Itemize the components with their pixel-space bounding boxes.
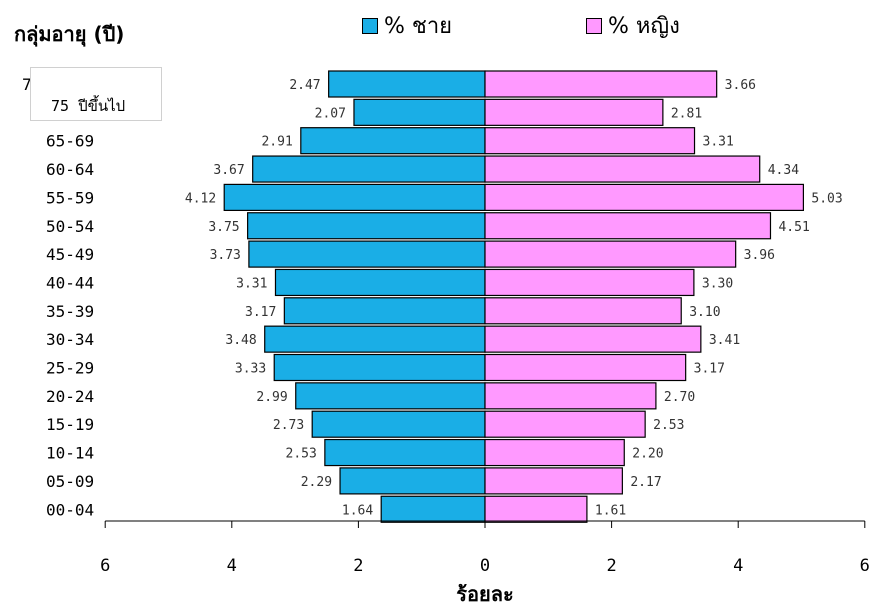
legend-male-swatch bbox=[362, 17, 378, 34]
bar-male-6 bbox=[248, 240, 486, 268]
x-tick-label-2: 2 bbox=[353, 556, 363, 576]
x-tick-label-0: 6 bbox=[100, 556, 110, 576]
category-label-7: 40-44 bbox=[46, 273, 94, 292]
legend-female-swatch bbox=[586, 17, 602, 34]
x-tick-label-4: 2 bbox=[606, 556, 616, 576]
value-label-female-5: 4.51 bbox=[778, 220, 809, 235]
bar-female-15 bbox=[484, 495, 588, 523]
value-label-female-0: 3.66 bbox=[725, 78, 756, 93]
bar-male-7 bbox=[274, 268, 486, 297]
overlay-label-box: 75 ปีขึ้นไป bbox=[30, 67, 162, 121]
overlay-label-text: 75 ปีขึ้นไป bbox=[51, 97, 126, 115]
value-label-female-1: 2.81 bbox=[671, 106, 702, 121]
value-label-female-3: 4.34 bbox=[768, 163, 799, 178]
bar-female-10 bbox=[484, 353, 687, 382]
category-label-2: 65-69 bbox=[46, 132, 94, 151]
x-tick-label-1: 4 bbox=[227, 556, 237, 576]
value-label-male-13: 2.53 bbox=[286, 447, 317, 462]
bar-female-5 bbox=[484, 212, 772, 240]
value-label-male-2: 2.91 bbox=[261, 135, 292, 150]
category-label-5: 50-54 bbox=[46, 217, 94, 236]
bar-male-8 bbox=[283, 297, 486, 325]
legend-male: % ชาย bbox=[362, 8, 452, 43]
category-label-6: 45-49 bbox=[46, 245, 94, 264]
category-label-13: 10-14 bbox=[46, 444, 94, 463]
bar-female-13 bbox=[484, 438, 625, 467]
bar-male-12 bbox=[311, 410, 486, 438]
category-label-9: 30-34 bbox=[46, 330, 94, 349]
category-label-12: 15-19 bbox=[46, 415, 94, 434]
value-label-female-7: 3.30 bbox=[702, 276, 733, 291]
bar-female-2 bbox=[484, 127, 696, 155]
category-label-11: 20-24 bbox=[46, 387, 94, 406]
value-label-male-4: 4.12 bbox=[185, 191, 216, 206]
y-axis-title: กลุ่มอายุ (ปี) bbox=[14, 22, 125, 46]
value-label-male-6: 3.73 bbox=[210, 248, 241, 263]
bar-female-4 bbox=[484, 183, 804, 211]
category-label-14: 05-09 bbox=[46, 472, 94, 491]
value-label-female-9: 3.41 bbox=[709, 333, 740, 348]
value-label-male-5: 3.75 bbox=[208, 220, 239, 235]
bar-female-6 bbox=[484, 240, 737, 268]
bar-female-3 bbox=[484, 155, 761, 183]
value-label-male-0: 2.47 bbox=[289, 78, 320, 93]
category-label-8: 35-39 bbox=[46, 302, 94, 321]
value-label-male-10: 3.33 bbox=[235, 362, 266, 377]
legend-male-label: % ชาย bbox=[384, 14, 453, 39]
bar-male-15 bbox=[380, 495, 486, 523]
value-label-male-8: 3.17 bbox=[245, 305, 276, 320]
bar-female-9 bbox=[484, 325, 702, 353]
category-label-10: 25-29 bbox=[46, 359, 94, 378]
value-label-female-6: 3.96 bbox=[744, 248, 775, 263]
bar-male-11 bbox=[295, 382, 486, 410]
x-tick-label-5: 4 bbox=[733, 556, 743, 576]
value-label-female-13: 2.20 bbox=[632, 447, 663, 462]
bar-male-4 bbox=[223, 183, 486, 211]
value-label-female-2: 3.31 bbox=[703, 135, 734, 150]
bar-female-12 bbox=[484, 410, 646, 438]
bar-female-14 bbox=[484, 467, 623, 495]
bar-male-13 bbox=[324, 438, 486, 467]
bar-female-7 bbox=[484, 268, 695, 297]
bar-female-1 bbox=[484, 98, 664, 126]
value-label-female-10: 3.17 bbox=[694, 362, 725, 377]
bar-male-1 bbox=[353, 98, 486, 126]
bar-male-10 bbox=[273, 353, 486, 382]
value-label-male-12: 2.73 bbox=[273, 418, 304, 433]
value-label-male-9: 3.48 bbox=[225, 333, 256, 348]
value-label-male-11: 2.99 bbox=[256, 390, 287, 405]
category-label-4: 55-59 bbox=[46, 188, 94, 207]
value-label-female-12: 2.53 bbox=[653, 418, 684, 433]
bar-male-14 bbox=[339, 467, 486, 495]
bar-male-3 bbox=[252, 155, 486, 183]
legend-female: % หญิง bbox=[586, 8, 680, 43]
legend-female-label: % หญิง bbox=[608, 14, 680, 39]
value-label-male-14: 2.29 bbox=[301, 475, 332, 490]
x-axis-title: ร้อยละ bbox=[456, 582, 514, 606]
bar-male-2 bbox=[300, 127, 486, 155]
x-tick-label-3: 0 bbox=[480, 556, 490, 576]
value-label-female-15: 1.61 bbox=[595, 503, 626, 518]
value-label-male-7: 3.31 bbox=[236, 276, 267, 291]
bar-male-5 bbox=[247, 212, 486, 240]
value-label-female-8: 3.10 bbox=[689, 305, 720, 320]
bar-female-11 bbox=[484, 382, 657, 410]
value-label-male-15: 1.64 bbox=[342, 503, 373, 518]
value-label-female-4: 5.03 bbox=[811, 191, 842, 206]
bar-female-8 bbox=[484, 297, 682, 325]
value-label-female-11: 2.70 bbox=[664, 390, 695, 405]
bar-male-9 bbox=[264, 325, 486, 353]
value-label-female-14: 2.17 bbox=[630, 475, 661, 490]
value-label-male-1: 2.07 bbox=[315, 106, 346, 121]
bar-female-0 bbox=[484, 70, 718, 98]
value-label-male-3: 3.67 bbox=[213, 163, 244, 178]
category-label-15: 00-04 bbox=[46, 500, 94, 519]
category-label-3: 60-64 bbox=[46, 160, 94, 179]
x-tick-label-6: 6 bbox=[860, 556, 870, 576]
bar-male-0 bbox=[328, 70, 486, 98]
